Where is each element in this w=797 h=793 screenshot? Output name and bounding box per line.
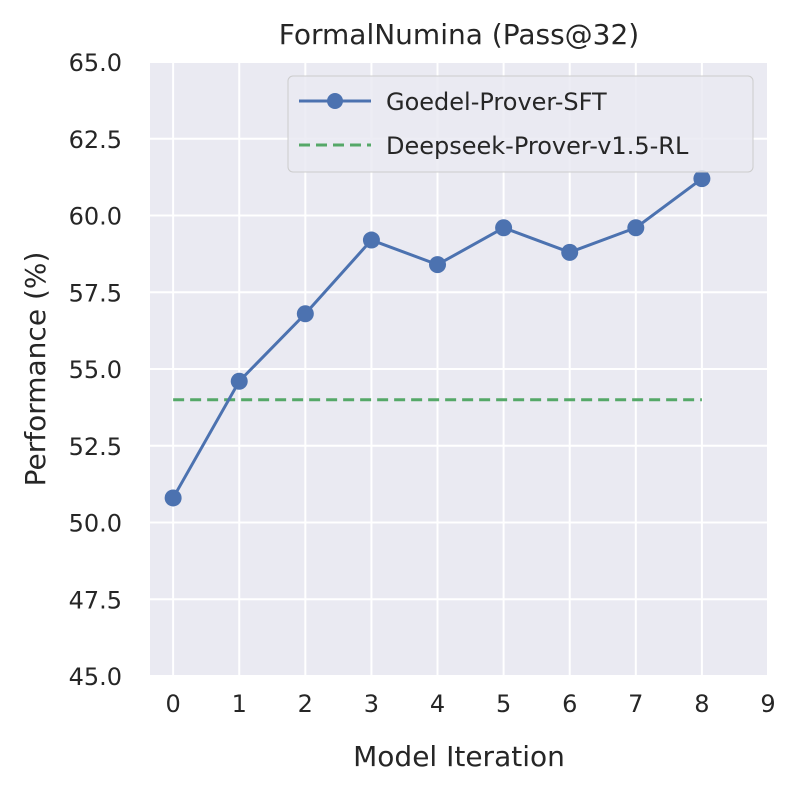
x-tick-label: 0: [165, 690, 180, 718]
series-layer: [164, 170, 711, 507]
y-tick-label: 47.5: [69, 586, 122, 614]
goedel-data-point: [495, 219, 513, 237]
legend-label-goedel: Goedel-Prover-SFT: [386, 88, 607, 116]
legend-label-deepseek: Deepseek-Prover-v1.5-RL: [386, 132, 689, 160]
y-tick-label: 45.0: [69, 663, 122, 691]
legend-box: [287, 75, 754, 173]
y-tick-label: 60.0: [69, 203, 122, 231]
x-axis-label: Model Iteration: [353, 740, 565, 773]
goedel-data-point: [296, 305, 314, 323]
y-tick-label: 65.0: [69, 49, 122, 77]
x-tick-label: 1: [232, 690, 247, 718]
x-tick-label: 3: [364, 690, 379, 718]
legend: Goedel-Prover-SFT Deepseek-Prover-v1.5-R…: [287, 75, 754, 173]
y-tick-label: 52.5: [69, 433, 122, 461]
x-tick-label: 9: [760, 690, 775, 718]
tick-labels: 0 1 2 3 4 5 6 7 8 9 45.0 47.5 50.0 52.5 55.0 57.5 60.0 62…: [69, 49, 776, 718]
legend-marker-goedel: [327, 93, 343, 109]
y-tick-label: 50.0: [69, 510, 122, 538]
goedel-data-point: [362, 231, 380, 249]
x-tick-label: 6: [562, 690, 577, 718]
y-tick-label: 55.0: [69, 356, 122, 384]
goedel-data-point: [230, 372, 248, 390]
y-axis-label: Performance (%): [19, 252, 52, 487]
chart-title: FormalNumina (Pass@32): [279, 18, 639, 51]
goedel-data-point: [627, 219, 645, 237]
goedel-data-point: [693, 170, 711, 188]
goedel-data-point: [429, 256, 447, 274]
y-tick-label: 57.5: [69, 279, 122, 307]
x-tick-label: 8: [694, 690, 709, 718]
goedel-data-point: [164, 489, 182, 507]
y-tick-label: 62.5: [69, 126, 122, 154]
x-tick-label: 2: [298, 690, 313, 718]
x-tick-label: 7: [628, 690, 643, 718]
x-tick-label: 4: [430, 690, 445, 718]
x-tick-label: 5: [496, 690, 511, 718]
goedel-data-point: [561, 243, 579, 261]
